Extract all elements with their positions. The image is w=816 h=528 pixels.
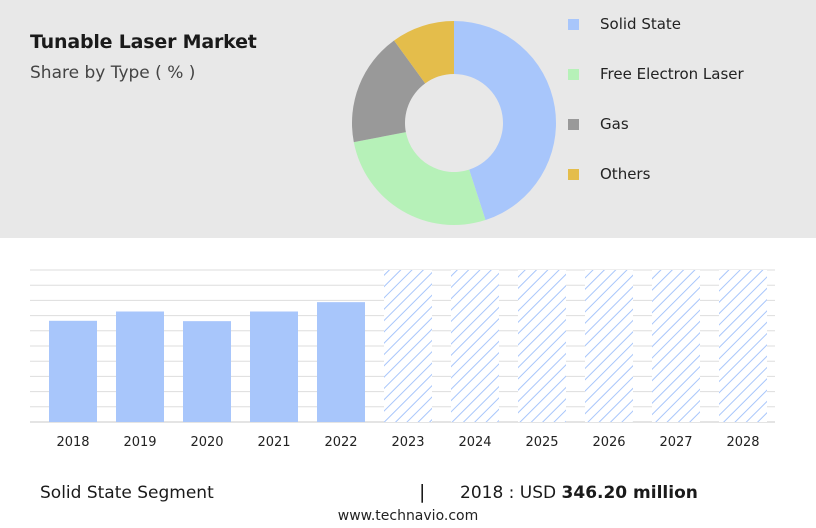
legend-swatch bbox=[568, 18, 579, 30]
forecast-bar-2023 bbox=[384, 270, 432, 422]
x-tick-label-2028: 2028 bbox=[726, 435, 759, 450]
forecast-bar-2028 bbox=[719, 270, 767, 422]
donut-slice-solid-state bbox=[454, 21, 556, 221]
x-tick-label-2020: 2020 bbox=[190, 435, 223, 450]
legend-label: Gas bbox=[600, 115, 629, 133]
forecast-bar-2025 bbox=[518, 270, 566, 422]
forecast-bar-2027 bbox=[652, 270, 700, 422]
footer-value-prefix: 2018 : USD bbox=[460, 483, 557, 503]
x-tick-label-2024: 2024 bbox=[458, 435, 491, 450]
x-tick-label-2019: 2019 bbox=[123, 435, 156, 450]
x-tick-label-2027: 2027 bbox=[659, 435, 692, 450]
legend-swatch bbox=[568, 118, 579, 130]
legend-item-solid-state: Solid State bbox=[568, 12, 788, 36]
bar-2019 bbox=[116, 311, 164, 422]
chart-title: Tunable Laser Market bbox=[30, 31, 257, 53]
bar-2018 bbox=[49, 320, 97, 422]
donut-slice-others bbox=[394, 21, 454, 84]
legend-swatch bbox=[568, 168, 579, 180]
legend-label: Others bbox=[600, 165, 651, 183]
donut-slice-gas bbox=[352, 40, 426, 143]
x-tick-label-2018: 2018 bbox=[56, 435, 89, 450]
donut-slice-free-electron-laser bbox=[353, 132, 486, 225]
donut-chart bbox=[352, 21, 556, 225]
legend-label: Free Electron Laser bbox=[600, 65, 744, 83]
legend-item-others: Others bbox=[568, 162, 788, 186]
bar-2021 bbox=[250, 311, 298, 422]
legend-item-gas: Gas bbox=[568, 112, 788, 136]
x-tick-label-2023: 2023 bbox=[391, 435, 424, 450]
x-tick-label-2021: 2021 bbox=[257, 435, 290, 450]
footer-url: www.technavio.com bbox=[337, 508, 479, 524]
bar-2020 bbox=[183, 321, 231, 422]
footer-segment-label: Solid State Segment bbox=[40, 483, 214, 503]
x-tick-label-2022: 2022 bbox=[324, 435, 357, 450]
footer-divider: | bbox=[419, 481, 426, 503]
bar-chart: 2018 2019 2020 2021 2022 2023 2024 2025 2026 2027… bbox=[30, 269, 775, 450]
footer-value: 2018 : USD 346.20 million bbox=[460, 483, 698, 503]
bar-2022 bbox=[317, 302, 365, 422]
chart-subtitle: Share by Type ( % ) bbox=[30, 63, 196, 83]
legend-swatch bbox=[568, 68, 579, 80]
forecast-bar-2026 bbox=[585, 270, 633, 422]
footer-value-amount: 346.20 million bbox=[561, 483, 698, 503]
legend-label: Solid State bbox=[600, 15, 682, 33]
x-tick-label-2026: 2026 bbox=[592, 435, 625, 450]
legend-item-free-electron-laser: Free Electron Laser bbox=[568, 62, 788, 86]
x-tick-label-2025: 2025 bbox=[525, 435, 558, 450]
forecast-bar-2024 bbox=[451, 270, 499, 422]
